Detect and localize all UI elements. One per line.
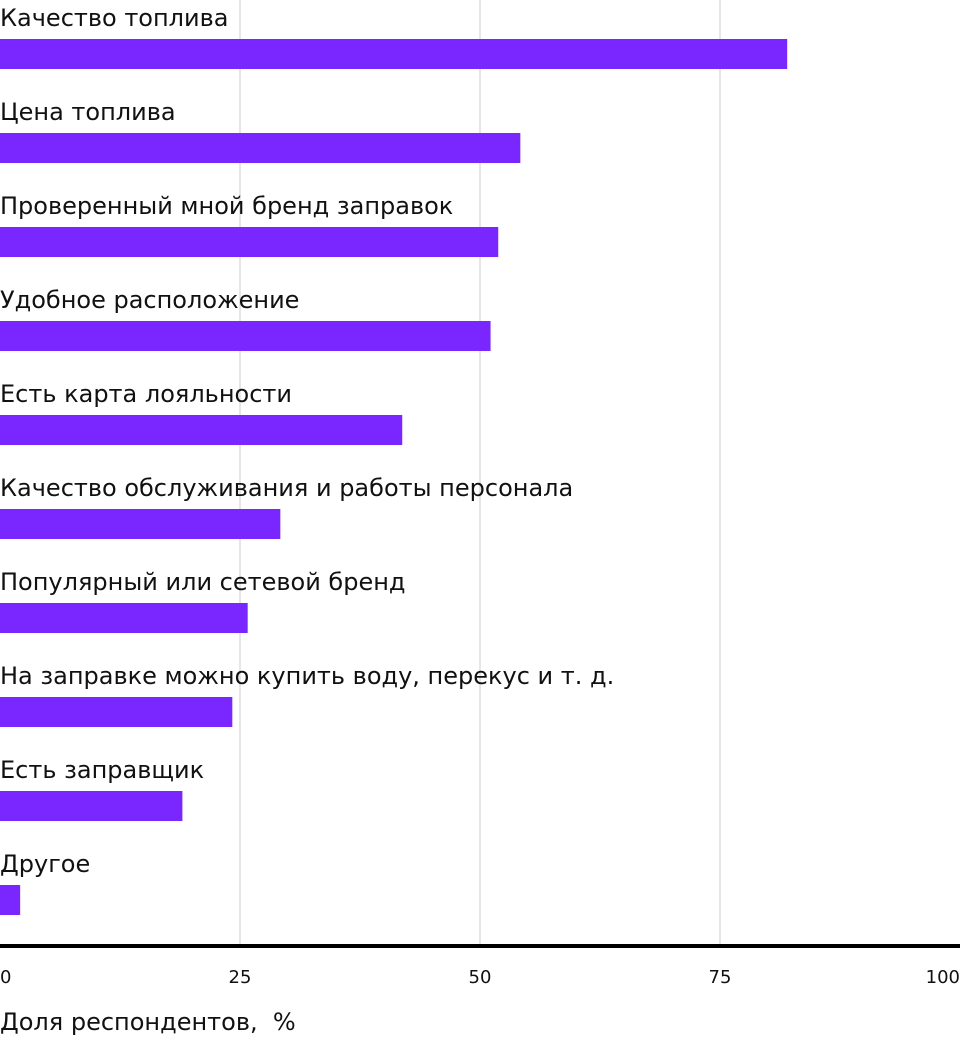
category-label-5: Качество обслуживания и работы персонала [0,474,573,502]
x-tick-label-75: 75 [709,967,732,988]
bar-5 [0,509,281,539]
bar-4 [0,415,403,445]
category-label-3: Удобное расположение [0,286,299,314]
bar-0 [0,39,788,69]
x-tick-label-100: 100 [926,967,960,988]
category-label-0: Качество топлива [0,4,228,32]
bar-3 [0,321,491,351]
x-tick-label-50: 50 [469,967,492,988]
category-label-9: Другое [0,850,90,878]
category-label-6: Популярный или сетевой бренд [0,568,406,596]
category-label-8: Есть заправщик [0,756,204,784]
category-label-1: Цена топлива [0,98,176,126]
bar-9 [0,885,21,915]
x-tick-label-0: 0 [0,967,11,988]
bar-1 [0,133,521,163]
bar-2 [0,227,499,257]
x-axis-title: Доля респондентов, % [0,1008,296,1036]
bar-7 [0,697,233,727]
bars [0,39,788,915]
bar-chart-svg: Качество топлива Цена топлива Проверенный … [0,0,960,988]
x-tick-labels: 0 25 50 75 100 [0,967,960,988]
x-tick-label-25: 25 [229,967,252,988]
category-label-7: На заправке можно купить воду, перекус и… [0,662,614,690]
category-label-2: Проверенный мной бренд заправок [0,192,453,220]
category-labels: Качество топлива Цена топлива Проверенный … [0,4,614,878]
bar-6 [0,603,248,633]
bar-8 [0,791,183,821]
category-label-4: Есть карта лояльности [0,380,292,408]
